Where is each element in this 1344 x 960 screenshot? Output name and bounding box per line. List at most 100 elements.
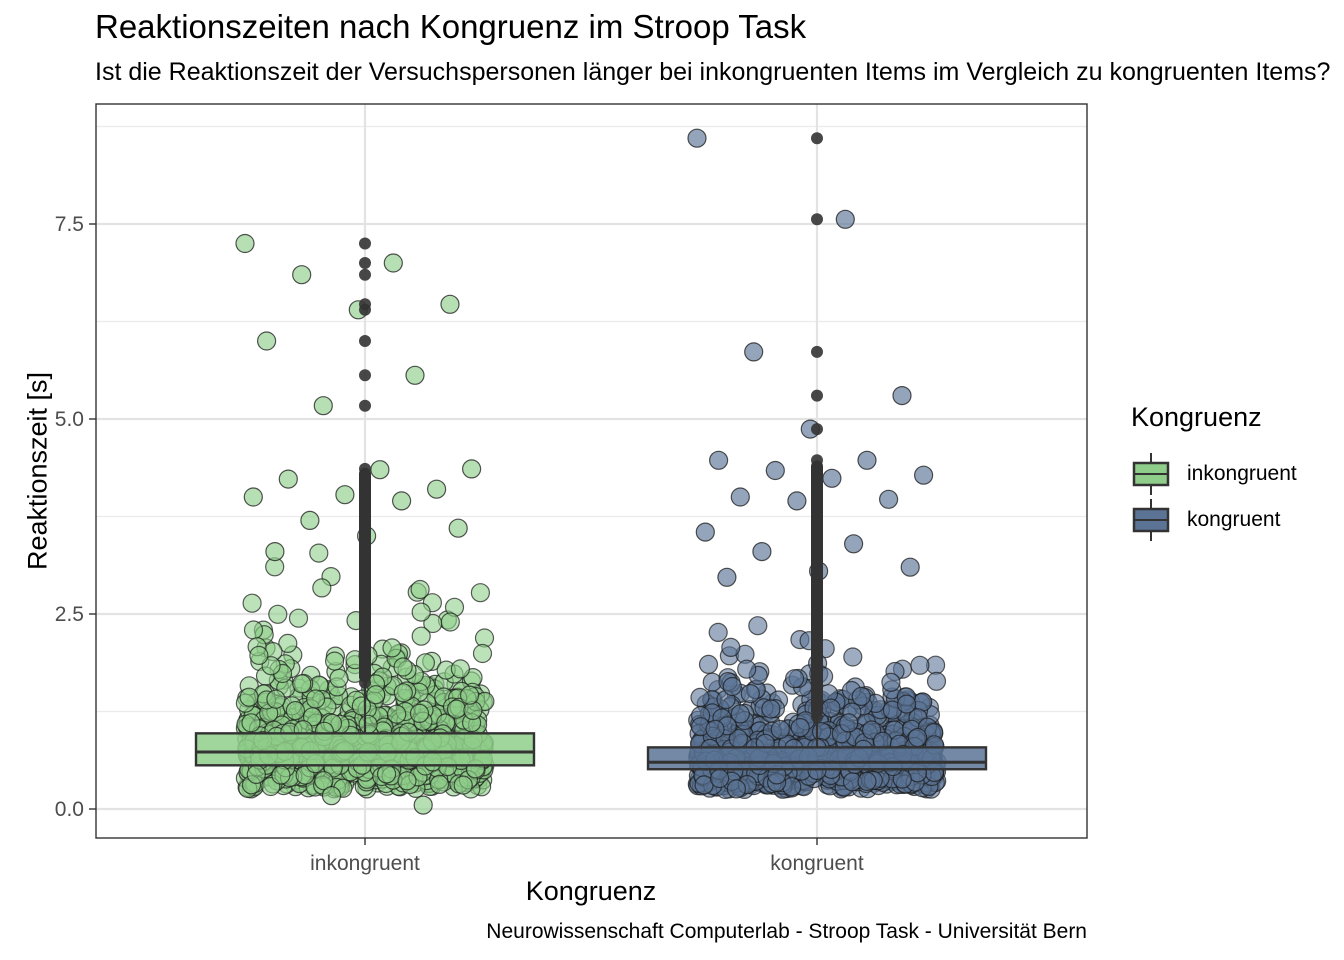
data-point xyxy=(302,707,323,727)
data-point xyxy=(314,771,334,791)
data-point xyxy=(748,616,768,636)
outlier-point xyxy=(359,399,371,412)
data-point xyxy=(450,659,470,679)
data-point xyxy=(358,714,378,734)
data-point xyxy=(453,775,473,795)
data-point xyxy=(460,685,480,705)
data-point xyxy=(913,692,933,712)
outlier-point xyxy=(359,335,371,347)
data-point xyxy=(857,450,877,470)
data-point xyxy=(415,653,435,673)
data-point xyxy=(857,771,877,792)
outlier-point xyxy=(359,298,371,311)
data-point xyxy=(726,779,747,799)
outlier-point xyxy=(811,213,823,226)
data-point xyxy=(705,719,725,739)
data-point xyxy=(907,727,928,748)
data-point xyxy=(243,620,264,640)
data-point xyxy=(411,626,431,646)
data-point xyxy=(292,674,312,694)
data-point xyxy=(446,699,467,719)
data-point xyxy=(271,765,291,785)
legend-label-inkongruent: inkongruent xyxy=(1187,462,1297,485)
data-point xyxy=(278,633,298,654)
legend-label-kongruent: kongruent xyxy=(1187,508,1281,531)
data-point xyxy=(730,704,750,724)
data-point xyxy=(239,687,259,707)
data-point xyxy=(321,786,342,806)
data-point xyxy=(261,656,281,676)
data-point xyxy=(690,687,710,708)
data-point xyxy=(835,209,855,229)
data-point xyxy=(246,764,266,785)
y-tick-label: 5.0 xyxy=(55,408,84,431)
outlier-band xyxy=(359,468,371,683)
data-point xyxy=(843,647,863,667)
data-point xyxy=(387,704,407,724)
legend-item-inkongruent: inkongruent xyxy=(1131,451,1297,497)
data-point xyxy=(448,518,468,538)
outlier-point xyxy=(811,423,823,436)
outlier-point xyxy=(811,345,823,358)
x-tick-label: inkongruent xyxy=(310,852,420,875)
outlier-point xyxy=(359,369,371,382)
data-point xyxy=(285,700,305,721)
data-point xyxy=(366,685,386,705)
data-point xyxy=(265,541,285,562)
data-point xyxy=(370,460,390,480)
data-point xyxy=(717,567,737,587)
data-point xyxy=(740,683,760,704)
data-point xyxy=(910,655,930,675)
outlier-point xyxy=(811,132,823,145)
data-point xyxy=(243,487,263,507)
data-point xyxy=(472,643,493,664)
data-point xyxy=(892,386,912,406)
data-point xyxy=(377,764,397,784)
data-point xyxy=(241,713,261,733)
chart-subtitle: Ist die Reaktionszeit der Versuchsperson… xyxy=(95,58,1331,86)
y-tick-label: 7.5 xyxy=(55,213,84,236)
box-kongruent xyxy=(646,746,988,771)
data-point xyxy=(851,686,871,707)
x-axis-label: Kongruenz xyxy=(525,876,657,906)
outlier-band xyxy=(811,460,823,717)
data-point xyxy=(440,294,460,314)
data-point xyxy=(770,719,790,740)
data-point xyxy=(730,487,750,507)
data-point xyxy=(410,579,430,600)
legend-title: Kongruenz xyxy=(1131,402,1262,432)
data-point xyxy=(839,713,859,733)
data-point xyxy=(811,721,832,742)
data-point xyxy=(787,491,807,511)
data-point xyxy=(687,128,707,148)
data-point xyxy=(821,698,841,718)
data-point xyxy=(405,365,425,385)
legend: Kongruenz inkongruent kongruent xyxy=(1131,402,1297,543)
data-point xyxy=(383,253,403,273)
axes: 0.0 2.5 5.0 7.5 inkongruent kongruent xyxy=(55,213,864,875)
outlier-point xyxy=(359,237,371,250)
data-point xyxy=(409,703,430,724)
data-point xyxy=(843,534,864,554)
data-point xyxy=(235,233,255,254)
data-point xyxy=(306,689,326,709)
data-point xyxy=(752,541,772,562)
data-point xyxy=(926,671,947,691)
data-point xyxy=(708,450,729,470)
data-point xyxy=(765,460,785,481)
data-point xyxy=(708,622,728,643)
outlier-point xyxy=(811,389,823,402)
data-point xyxy=(313,396,333,416)
legend-key-kongruent xyxy=(1132,499,1170,541)
data-point xyxy=(292,265,312,285)
outlier-point xyxy=(359,257,371,269)
data-point xyxy=(721,637,741,658)
data-point xyxy=(309,543,329,563)
legend-key-inkongruent xyxy=(1132,453,1170,495)
data-point xyxy=(329,668,349,688)
data-point xyxy=(695,522,715,542)
data-point xyxy=(900,557,920,577)
data-point xyxy=(709,768,730,789)
data-point xyxy=(878,489,899,509)
